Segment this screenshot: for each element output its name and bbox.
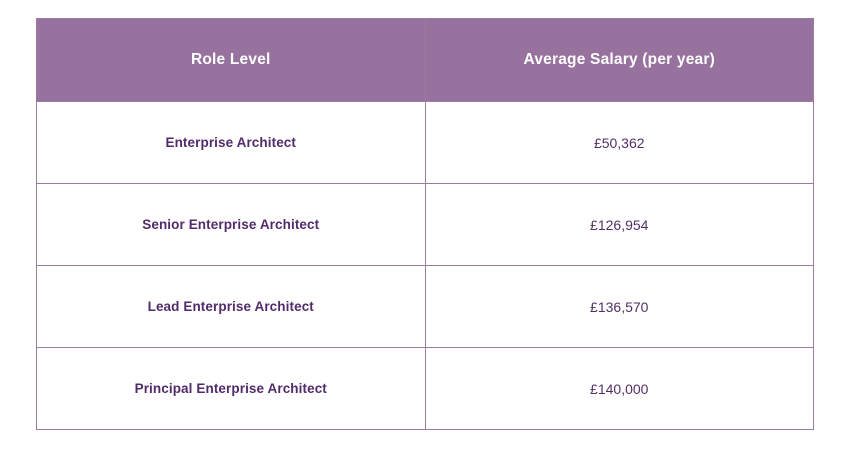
- role-cell: Lead Enterprise Architect: [36, 265, 426, 348]
- column-header-role-level: Role Level: [36, 18, 426, 102]
- table-row: Senior Enterprise Architect £126,954: [36, 183, 814, 266]
- role-cell: Principal Enterprise Architect: [36, 347, 426, 430]
- role-cell: Enterprise Architect: [36, 101, 426, 184]
- salary-cell: £126,954: [424, 183, 814, 266]
- salary-table-body: Enterprise Architect £50,362 Senior Enterp…: [36, 101, 814, 430]
- salary-cell: £140,000: [424, 347, 814, 430]
- column-header-average-salary: Average Salary (per year): [424, 18, 814, 102]
- table-row: Principal Enterprise Architect £140,000: [36, 347, 814, 430]
- role-cell: Senior Enterprise Architect: [36, 183, 426, 266]
- table-row: Enterprise Architect £50,362: [36, 101, 814, 184]
- salary-cell: £136,570: [424, 265, 814, 348]
- header-row: Role Level Average Salary (per year): [36, 18, 814, 102]
- table-row: Lead Enterprise Architect £136,570: [36, 265, 814, 348]
- salary-table: Role Level Average Salary (per year) Ent…: [36, 18, 814, 430]
- salary-cell: £50,362: [424, 101, 814, 184]
- salary-table-header: Role Level Average Salary (per year): [36, 18, 814, 102]
